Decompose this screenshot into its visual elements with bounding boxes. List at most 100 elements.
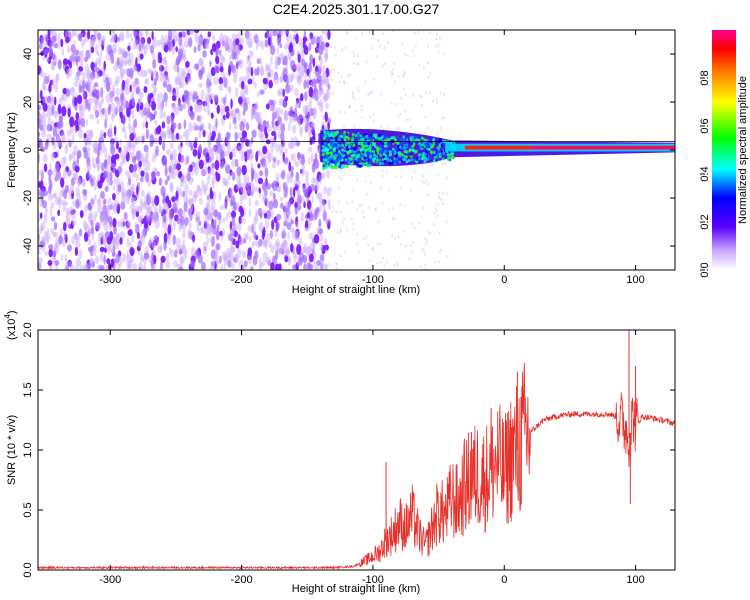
heatmap-noise-cell bbox=[206, 96, 210, 108]
heatmap-noise-cell bbox=[96, 51, 100, 57]
heatmap-noise-cell bbox=[267, 36, 271, 47]
heatmap-noise-cell bbox=[421, 179, 424, 183]
heatmap-noise-cell bbox=[87, 102, 91, 113]
heatmap-noise-cell bbox=[393, 263, 396, 267]
x-tick-label: -200 bbox=[231, 274, 253, 286]
heatmap-noise-cell bbox=[424, 252, 427, 256]
heatmap-noise-cell bbox=[114, 34, 118, 44]
heatmap-noise-cell bbox=[317, 192, 323, 200]
heatmap-noise-cell bbox=[103, 132, 107, 139]
heatmap-noise-cell bbox=[351, 94, 354, 98]
heatmap-noise-cell bbox=[127, 172, 131, 181]
heatmap-noise-cell bbox=[106, 236, 112, 245]
heatmap-noise-cell bbox=[96, 32, 102, 41]
heatmap-noise-cell bbox=[274, 185, 279, 192]
heatmap-noise-cell bbox=[151, 82, 155, 89]
heatmap-noise-cell bbox=[275, 221, 280, 230]
heatmap-noise-cell bbox=[254, 212, 258, 222]
heatmap-noise-cell bbox=[219, 54, 224, 61]
heatmap-noise-cell bbox=[175, 186, 181, 193]
heatmap-noise-cell bbox=[189, 30, 193, 36]
heatmap-noise-cell bbox=[237, 145, 243, 151]
svg-text:(x104): (x104) bbox=[3, 310, 18, 340]
heatmap-noise-cell bbox=[183, 197, 188, 205]
heatmap-noise-cell bbox=[78, 248, 83, 260]
heatmap-noise-cell bbox=[331, 92, 334, 96]
heatmap-noise-cell bbox=[287, 258, 292, 266]
heatmap-noise-cell bbox=[297, 194, 302, 205]
heatmap-signal-cell bbox=[427, 147, 431, 152]
heatmap-noise-cell bbox=[122, 123, 126, 133]
heatmap-noise-cell bbox=[77, 176, 82, 187]
heatmap-noise-cell bbox=[229, 243, 235, 253]
heatmap-noise-cell bbox=[143, 45, 148, 54]
heatmap-noise-cell bbox=[90, 35, 94, 47]
heatmap-noise-cell bbox=[201, 179, 205, 189]
heatmap-noise-cell bbox=[204, 42, 208, 49]
heatmap-noise-cell bbox=[424, 263, 427, 267]
heatmap-noise-cell bbox=[247, 78, 253, 85]
heatmap-noise-cell bbox=[124, 211, 129, 221]
heatmap-noise-cell bbox=[293, 30, 298, 34]
heatmap-noise-cell bbox=[171, 134, 177, 141]
heatmap-noise-cell bbox=[68, 188, 73, 200]
heatmap-noise-cell bbox=[53, 167, 58, 177]
heatmap-noise-cell bbox=[171, 169, 177, 180]
heatmap-noise-cell bbox=[169, 160, 174, 169]
heatmap-noise-cell bbox=[130, 108, 133, 115]
heatmap-noise-cell bbox=[391, 206, 394, 210]
heatmap-noise-cell bbox=[236, 132, 242, 139]
heatmap-noise-cell bbox=[120, 72, 124, 79]
heatmap-noise-cell bbox=[207, 86, 210, 98]
heatmap-noise-cell bbox=[74, 246, 79, 257]
heatmap-noise-cell bbox=[141, 69, 147, 78]
heatmap-noise-cell bbox=[246, 187, 251, 194]
heatmap-noise-cell bbox=[278, 98, 284, 106]
heatmap-noise-cell bbox=[86, 259, 91, 270]
heatmap-signal-cell bbox=[333, 144, 337, 148]
heatmap-noise-cell bbox=[284, 254, 289, 263]
heatmap-noise-cell bbox=[283, 220, 288, 227]
heatmap-noise-cell bbox=[300, 52, 305, 58]
heatmap-noise-cell bbox=[43, 163, 48, 173]
heatmap-noise-cell bbox=[438, 196, 441, 200]
heatmap-noise-cell bbox=[251, 129, 257, 138]
heatmap-noise-cell bbox=[218, 254, 223, 263]
heatmap-noise-cell bbox=[348, 105, 351, 109]
heatmap-signal-cell bbox=[321, 145, 325, 149]
heatmap-signal-cell bbox=[351, 149, 354, 153]
heatmap-noise-cell bbox=[343, 124, 346, 128]
heatmap-noise-cell bbox=[113, 125, 117, 136]
heatmap-noise-cell bbox=[133, 205, 139, 213]
heatmap-noise-cell bbox=[238, 96, 243, 105]
heatmap-noise-cell bbox=[104, 147, 108, 159]
heatmap-noise-cell bbox=[207, 165, 211, 174]
heatmap-noise-cell bbox=[192, 122, 198, 132]
heatmap-noise-cell bbox=[212, 146, 216, 153]
heatmap-noise-cell bbox=[49, 125, 53, 132]
heatmap-noise-cell bbox=[304, 107, 308, 117]
heatmap-noise-cell bbox=[122, 48, 126, 54]
heatmap-noise-cell bbox=[94, 255, 100, 265]
heatmap-noise-cell bbox=[91, 261, 95, 268]
heatmap-noise-cell bbox=[210, 249, 216, 260]
heatmap-noise-cell bbox=[242, 109, 246, 116]
heatmap-noise-cell bbox=[237, 44, 243, 51]
heatmap-noise-cell bbox=[273, 71, 279, 81]
heatmap-noise-cell bbox=[175, 190, 179, 202]
heatmap-noise-cell bbox=[164, 34, 168, 43]
heatmap-noise-cell bbox=[399, 112, 402, 116]
heatmap-noise-cell bbox=[417, 30, 420, 34]
heatmap-noise-cell bbox=[278, 90, 282, 98]
heatmap-noise-cell bbox=[80, 117, 86, 128]
heatmap-noise-cell bbox=[272, 30, 278, 37]
heatmap-noise-cell bbox=[253, 81, 257, 88]
heatmap-noise-cell bbox=[44, 230, 48, 237]
heatmap-noise-cell bbox=[178, 35, 183, 47]
heatmap-noise-cell bbox=[110, 102, 115, 113]
heatmap-noise-cell bbox=[446, 255, 449, 259]
heatmap-noise-cell bbox=[179, 81, 185, 89]
heatmap-signal-cell bbox=[368, 161, 372, 165]
heatmap-noise-cell bbox=[113, 199, 119, 208]
heatmap-noise-cell bbox=[156, 39, 162, 47]
